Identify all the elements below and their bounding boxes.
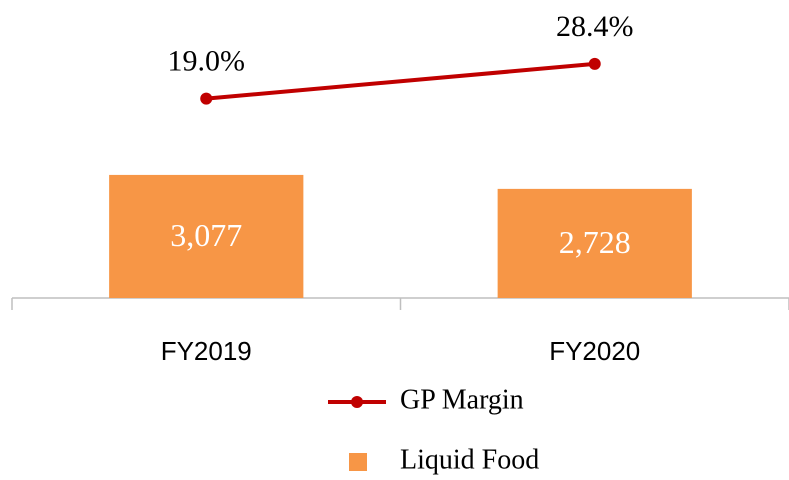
legend-label: GP Margin (400, 384, 524, 415)
legend-marker (351, 396, 363, 408)
line-point (588, 57, 601, 70)
bar (109, 174, 304, 298)
line-value-label: 28.4% (556, 10, 634, 43)
x-tick-label: FY2020 (549, 336, 640, 366)
line (206, 61, 595, 101)
bar (497, 188, 692, 298)
bar-value-label: 2,728 (559, 224, 631, 260)
line-point (200, 92, 213, 105)
legend-label: Liquid Food (400, 444, 539, 475)
x-tick-label: FY2019 (161, 336, 252, 366)
bar-value-label: 3,077 (170, 217, 242, 253)
line-value-label: 19.0% (168, 45, 246, 78)
legend-swatch (349, 453, 367, 471)
